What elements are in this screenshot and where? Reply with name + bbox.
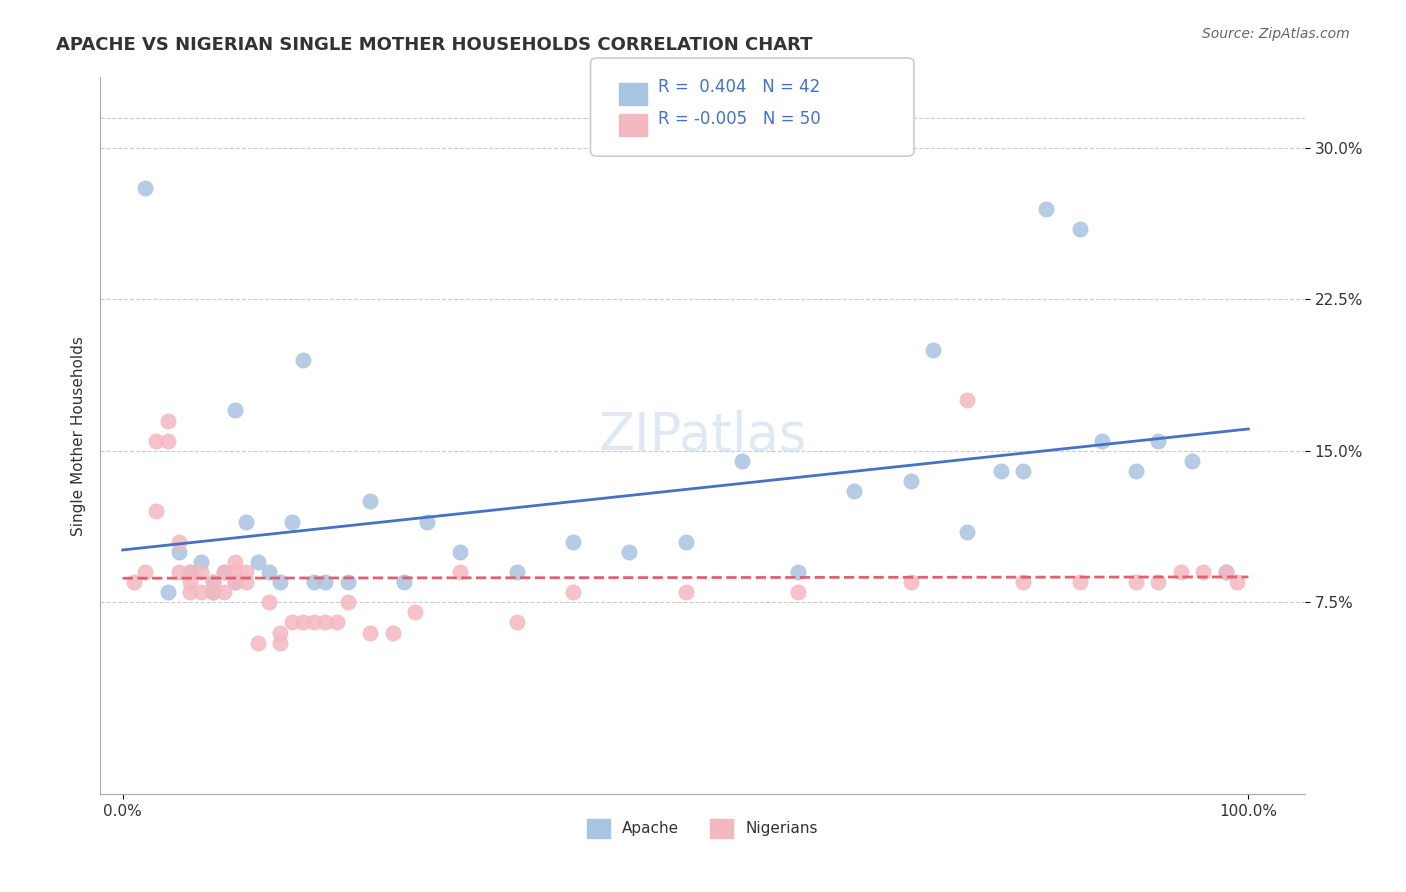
Point bbox=[561, 585, 583, 599]
Point bbox=[179, 565, 201, 579]
Point bbox=[956, 524, 979, 539]
Point bbox=[122, 575, 145, 590]
Point bbox=[787, 585, 810, 599]
Point bbox=[224, 555, 246, 569]
Point bbox=[1226, 575, 1249, 590]
Point bbox=[844, 484, 866, 499]
Point bbox=[314, 615, 336, 630]
Point bbox=[381, 625, 404, 640]
Point bbox=[224, 565, 246, 579]
Text: APACHE VS NIGERIAN SINGLE MOTHER HOUSEHOLDS CORRELATION CHART: APACHE VS NIGERIAN SINGLE MOTHER HOUSEHO… bbox=[56, 36, 813, 54]
Point bbox=[201, 575, 224, 590]
Point bbox=[505, 615, 527, 630]
Point bbox=[1069, 222, 1091, 236]
Point bbox=[134, 181, 156, 195]
Y-axis label: Single Mother Households: Single Mother Households bbox=[72, 335, 86, 536]
Point bbox=[449, 545, 471, 559]
Point bbox=[235, 575, 257, 590]
Point bbox=[269, 575, 291, 590]
Point bbox=[156, 434, 179, 448]
Point bbox=[156, 585, 179, 599]
Point bbox=[167, 545, 190, 559]
Point bbox=[675, 585, 697, 599]
Point bbox=[1035, 202, 1057, 216]
Point bbox=[1215, 565, 1237, 579]
Point bbox=[134, 565, 156, 579]
Point bbox=[1091, 434, 1114, 448]
Point bbox=[269, 625, 291, 640]
Legend: Apache, Nigerians: Apache, Nigerians bbox=[581, 813, 824, 844]
Point bbox=[900, 474, 922, 488]
Text: ZIPatlas: ZIPatlas bbox=[598, 409, 807, 462]
Point bbox=[201, 585, 224, 599]
Text: R =  0.404   N = 42: R = 0.404 N = 42 bbox=[658, 78, 820, 96]
Point bbox=[179, 575, 201, 590]
Point bbox=[1125, 464, 1147, 478]
Point bbox=[1012, 575, 1035, 590]
Point bbox=[1215, 565, 1237, 579]
Point bbox=[787, 565, 810, 579]
Point bbox=[201, 575, 224, 590]
Point bbox=[325, 615, 347, 630]
Text: R = -0.005   N = 50: R = -0.005 N = 50 bbox=[658, 110, 821, 128]
Point bbox=[235, 565, 257, 579]
Point bbox=[415, 515, 437, 529]
Point bbox=[404, 605, 426, 619]
Point bbox=[302, 575, 325, 590]
Point bbox=[561, 534, 583, 549]
Point bbox=[731, 454, 754, 468]
Point bbox=[1170, 565, 1192, 579]
Point bbox=[675, 534, 697, 549]
Point bbox=[201, 585, 224, 599]
Point bbox=[190, 585, 212, 599]
Point bbox=[1147, 575, 1170, 590]
Point bbox=[291, 353, 314, 368]
Point bbox=[190, 555, 212, 569]
Point bbox=[1069, 575, 1091, 590]
Point bbox=[212, 585, 235, 599]
Point bbox=[291, 615, 314, 630]
Point bbox=[1147, 434, 1170, 448]
Point bbox=[392, 575, 415, 590]
Point bbox=[1181, 454, 1204, 468]
Point bbox=[900, 575, 922, 590]
Point bbox=[156, 414, 179, 428]
Point bbox=[257, 565, 280, 579]
Point bbox=[922, 343, 945, 357]
Point bbox=[190, 565, 212, 579]
Point bbox=[990, 464, 1012, 478]
Point bbox=[235, 515, 257, 529]
Point bbox=[1125, 575, 1147, 590]
Point bbox=[359, 494, 381, 508]
Point bbox=[1012, 464, 1035, 478]
Point bbox=[224, 575, 246, 590]
Text: Source: ZipAtlas.com: Source: ZipAtlas.com bbox=[1202, 27, 1350, 41]
Point bbox=[167, 565, 190, 579]
Point bbox=[280, 615, 302, 630]
Point bbox=[619, 545, 641, 559]
Point bbox=[145, 504, 167, 518]
Point bbox=[314, 575, 336, 590]
Point bbox=[956, 393, 979, 408]
Point bbox=[302, 615, 325, 630]
Point bbox=[224, 403, 246, 417]
Point bbox=[336, 595, 359, 609]
Point bbox=[179, 585, 201, 599]
Point bbox=[449, 565, 471, 579]
Point bbox=[212, 565, 235, 579]
Point bbox=[179, 565, 201, 579]
Point bbox=[246, 635, 269, 649]
Point bbox=[212, 565, 235, 579]
Point bbox=[336, 575, 359, 590]
Point bbox=[280, 515, 302, 529]
Point bbox=[257, 595, 280, 609]
Point bbox=[359, 625, 381, 640]
Point bbox=[269, 635, 291, 649]
Point bbox=[246, 555, 269, 569]
Point bbox=[505, 565, 527, 579]
Point bbox=[167, 534, 190, 549]
Point bbox=[224, 575, 246, 590]
Point bbox=[1192, 565, 1215, 579]
Point bbox=[145, 434, 167, 448]
